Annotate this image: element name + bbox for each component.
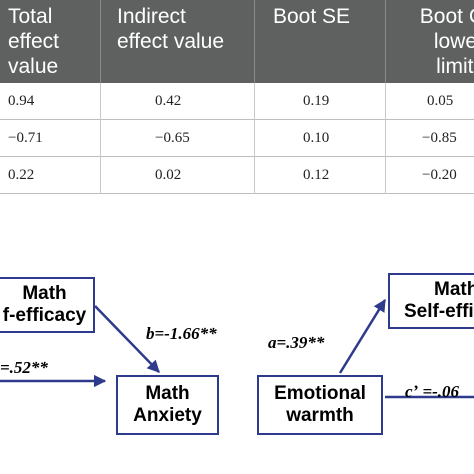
box-label: warmth bbox=[286, 405, 354, 426]
table-cell: 0.94 bbox=[8, 93, 35, 109]
header-boot-se: Boot SE bbox=[273, 0, 350, 83]
header-line: Indirect bbox=[117, 5, 186, 28]
table-header-row: Total effect value Indirect effect value… bbox=[0, 0, 474, 83]
box-math-self-efficacy-left: Math f-efficacy bbox=[0, 277, 95, 333]
coefficient-left: =.52** bbox=[0, 358, 48, 377]
box-label: Self-effic bbox=[404, 301, 474, 322]
header-line: lower bbox=[433, 30, 474, 53]
column-divider bbox=[100, 0, 101, 83]
header-line: effect bbox=[8, 30, 59, 53]
box-emotional-warmth: Emotional warmth bbox=[257, 375, 383, 435]
column-divider bbox=[100, 83, 101, 194]
header-line: value bbox=[8, 55, 59, 78]
box-math-anxiety: Math Anxiety bbox=[116, 375, 219, 435]
box-label: Math bbox=[145, 383, 190, 404]
box-math-self-efficacy-right: Math Self-effic bbox=[388, 273, 474, 329]
header-boot-ci-lower-limits: Boot C lower limits bbox=[404, 0, 474, 83]
table-cell: −0.20 bbox=[422, 167, 457, 183]
table-cell: 0.10 bbox=[303, 130, 330, 146]
box-label: Emotional bbox=[274, 383, 366, 404]
table-cell: 0.02 bbox=[155, 167, 182, 183]
arrow-a-path bbox=[338, 298, 387, 374]
arrow-b-path bbox=[94, 305, 160, 373]
table-row: −0.71 −0.65 0.10 −0.85 bbox=[0, 120, 474, 157]
column-divider bbox=[254, 83, 255, 194]
column-divider bbox=[254, 0, 255, 83]
table-cell: 0.05 bbox=[427, 93, 454, 109]
header-line: limits bbox=[436, 55, 474, 78]
box-label: Math bbox=[22, 283, 67, 304]
column-divider bbox=[385, 83, 386, 194]
table-cell: −0.85 bbox=[422, 130, 457, 146]
table-cell: −0.65 bbox=[155, 130, 190, 146]
table-cell: 0.19 bbox=[303, 93, 330, 109]
header-total-effect-value: Total effect value bbox=[8, 0, 59, 83]
table-row: 0.22 0.02 0.12 −0.20 bbox=[0, 157, 474, 194]
box-label: Anxiety bbox=[133, 405, 202, 426]
table-cell: −0.71 bbox=[8, 130, 43, 146]
coefficient-b: b=-1.66** bbox=[146, 324, 217, 343]
table-cell: 0.42 bbox=[155, 93, 182, 109]
coefficient-c-prime: cʼ =-.06 bbox=[405, 382, 460, 401]
column-divider bbox=[385, 0, 386, 83]
header-line: Boot C bbox=[419, 5, 474, 28]
coefficient-a: a=.39** bbox=[268, 333, 325, 352]
table-row: 0.94 0.42 0.19 0.05 bbox=[0, 83, 474, 120]
table-cell: 0.12 bbox=[303, 167, 330, 183]
table-cell: 0.22 bbox=[8, 167, 35, 183]
box-label: Math bbox=[434, 279, 474, 300]
header-indirect-effect-value: Indirect effect value bbox=[117, 0, 224, 83]
box-label: f-efficacy bbox=[2, 305, 87, 326]
header-line: effect value bbox=[117, 30, 225, 53]
header-line: Boot SE bbox=[273, 5, 351, 28]
header-line: Total bbox=[8, 5, 53, 28]
